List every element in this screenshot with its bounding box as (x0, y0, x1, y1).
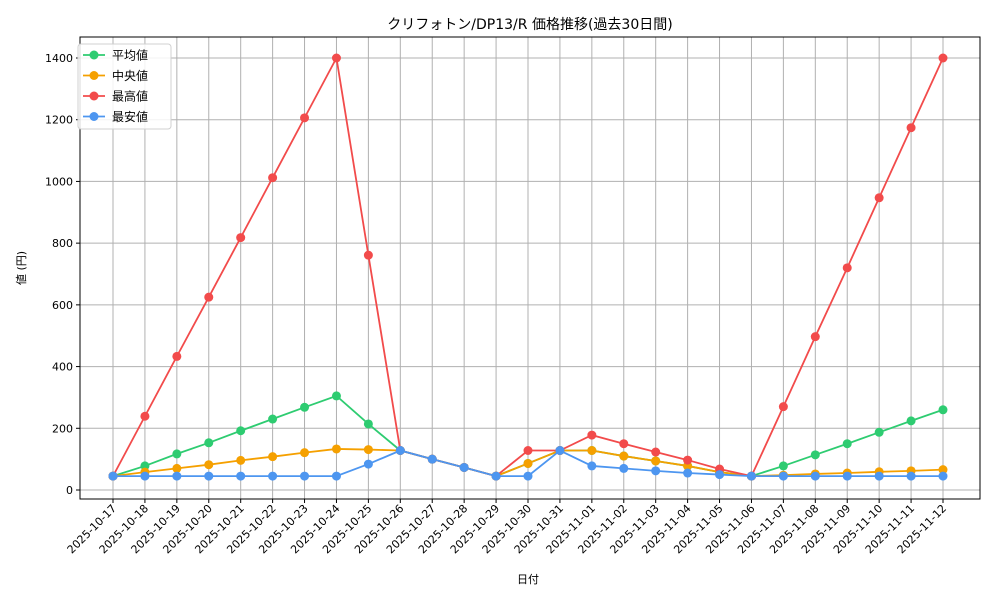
data-point (651, 466, 661, 476)
data-point (874, 471, 884, 481)
data-point (683, 455, 693, 465)
data-point (172, 471, 182, 481)
legend-marker-icon (89, 91, 99, 101)
data-point (619, 439, 629, 449)
data-point (204, 460, 214, 470)
data-point (172, 463, 182, 473)
y-tick-label: 600 (52, 299, 73, 312)
data-point (715, 470, 725, 480)
data-point (938, 405, 948, 415)
data-point (331, 444, 341, 454)
data-point (555, 446, 565, 456)
data-point (587, 430, 597, 440)
data-point (363, 445, 373, 455)
data-point (938, 471, 948, 481)
data-point (810, 332, 820, 342)
data-point (523, 458, 533, 468)
data-point (938, 465, 948, 475)
data-point (236, 455, 246, 465)
data-point (140, 411, 150, 421)
series-3 (108, 446, 948, 481)
chart-title: クリフォトン/DP13/R 価格推移(過去30日間) (387, 17, 672, 33)
y-axis-label: 値 (円) (15, 251, 28, 285)
data-point (587, 461, 597, 471)
data-point (204, 292, 214, 302)
data-point (236, 233, 246, 243)
data-point (331, 471, 341, 481)
data-point (268, 173, 278, 183)
data-point (236, 471, 246, 481)
data-point (810, 471, 820, 481)
x-axis-ticks: 2025-10-172025-10-182025-10-192025-10-20… (65, 499, 949, 556)
x-axis-label: 日付 (517, 573, 539, 586)
legend-label: 中央値 (112, 68, 148, 83)
data-point (236, 426, 246, 436)
data-point (172, 351, 182, 361)
data-point (300, 448, 310, 458)
data-point (459, 462, 469, 472)
data-point (331, 53, 341, 63)
data-point (619, 463, 629, 473)
data-point (268, 471, 278, 481)
plot-frame (79, 36, 981, 500)
data-point (363, 459, 373, 469)
data-point (204, 438, 214, 448)
y-tick-label: 1200 (45, 114, 73, 127)
data-point (427, 454, 437, 464)
data-point (268, 414, 278, 424)
data-point (778, 471, 788, 481)
data-point (906, 471, 916, 481)
legend-marker-icon (89, 112, 99, 121)
data-point (683, 468, 693, 478)
data-point (395, 446, 405, 456)
data-point (140, 461, 150, 471)
data-point (523, 471, 533, 481)
data-point (268, 452, 278, 462)
data-point (331, 391, 341, 401)
data-point (300, 471, 310, 481)
data-point (938, 53, 948, 63)
data-point (842, 263, 852, 273)
data-point (746, 471, 756, 481)
y-tick-label: 1400 (45, 52, 73, 65)
data-point (842, 439, 852, 449)
y-tick-label: 0 (66, 484, 73, 497)
data-point (587, 446, 597, 456)
legend-label: 最安値 (112, 109, 148, 124)
legend-label: 平均値 (112, 48, 148, 63)
data-point (874, 427, 884, 437)
data-point (108, 471, 118, 481)
data-point (300, 402, 310, 412)
data-point (651, 456, 661, 466)
data-point (204, 471, 214, 481)
data-point (906, 123, 916, 133)
data-point (778, 461, 788, 471)
y-tick-label: 200 (52, 422, 73, 435)
data-point (140, 471, 150, 481)
legend-marker-icon (89, 71, 99, 80)
data-point (363, 250, 373, 260)
y-axis-ticks: 0 200 400 600 800 1000 1200 1400 (45, 52, 80, 497)
data-point (906, 416, 916, 426)
data-point (842, 471, 852, 481)
data-point (619, 451, 629, 461)
y-tick-label: 1000 (45, 175, 73, 188)
y-tick-label: 800 (52, 237, 73, 250)
data-point (363, 419, 373, 429)
series-lines (108, 53, 948, 481)
data-point (874, 193, 884, 203)
legend-label: 最高値 (112, 89, 148, 104)
data-point (523, 446, 533, 456)
legend-box (77, 43, 172, 130)
data-point (778, 402, 788, 412)
data-point (491, 471, 501, 481)
data-point (172, 449, 182, 459)
y-tick-label: 400 (52, 361, 73, 374)
legend-marker-icon (89, 50, 99, 60)
data-point (300, 113, 310, 123)
data-point (651, 447, 661, 457)
data-point (810, 450, 820, 460)
